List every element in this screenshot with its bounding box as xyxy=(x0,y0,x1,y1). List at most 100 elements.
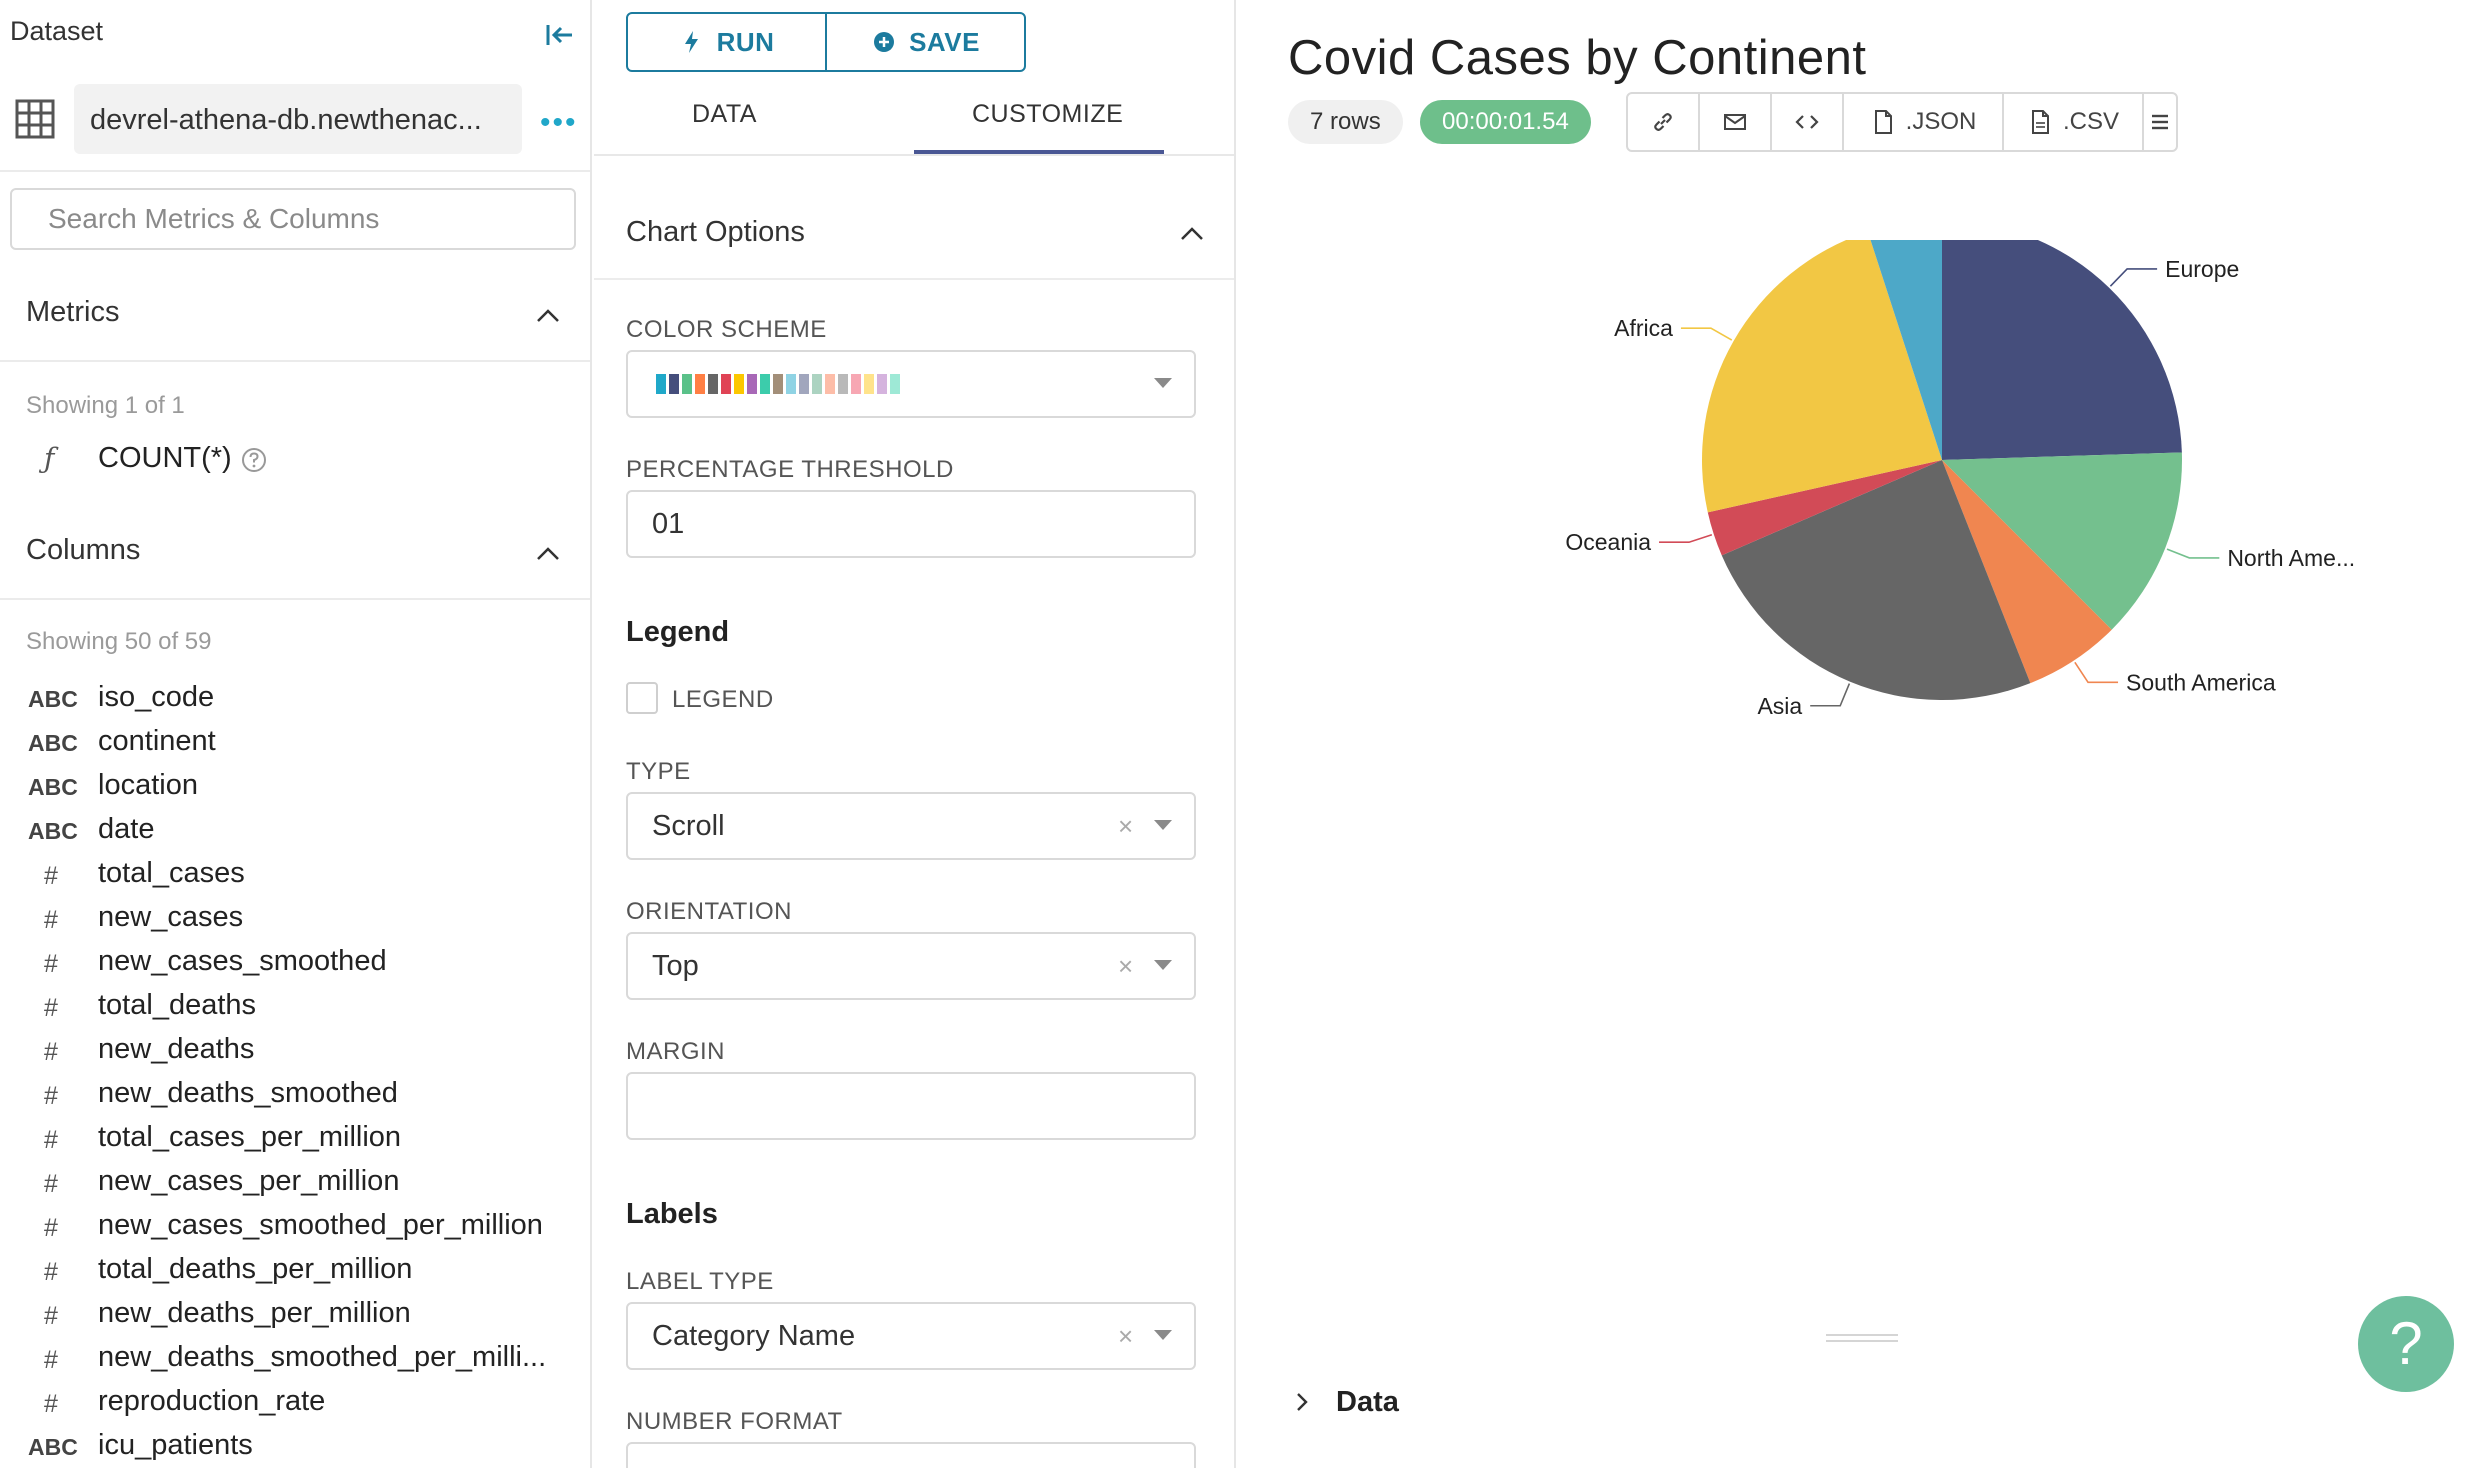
export-json-button[interactable]: .JSON xyxy=(1844,94,2004,150)
legend-type-select[interactable]: Scroll × xyxy=(626,792,1196,860)
column-name: new_deaths_per_million xyxy=(98,1297,411,1329)
numeric-type-icon: # xyxy=(44,1346,58,1374)
chart-panel: Covid Cases by Continent 7 rows 00:00:01… xyxy=(1238,0,2474,1468)
column-item[interactable]: # new_cases xyxy=(0,896,590,940)
column-item[interactable]: # new_deaths_smoothed xyxy=(0,1072,590,1116)
pie-slice[interactable] xyxy=(1721,460,2031,700)
column-item[interactable]: # new_deaths_smoothed_per_milli... xyxy=(0,1336,590,1380)
legend-margin-input[interactable] xyxy=(626,1072,1196,1140)
string-type-icon: ABC xyxy=(28,730,78,756)
dropdown-arrow-icon xyxy=(1154,960,1172,970)
collapse-panel-icon[interactable] xyxy=(542,18,576,52)
numeric-type-icon: # xyxy=(44,950,58,978)
columns-section-label: Columns xyxy=(26,534,141,566)
chevron-up-icon[interactable] xyxy=(1174,216,1210,252)
column-item[interactable]: ABC icu_patients xyxy=(0,1424,590,1468)
share-email-button[interactable] xyxy=(1700,94,1772,150)
column-item[interactable]: # total_cases_per_million xyxy=(0,1116,590,1160)
clear-icon[interactable]: × xyxy=(1118,811,1134,841)
column-item[interactable]: # total_cases xyxy=(0,852,590,896)
legend-checkbox[interactable] xyxy=(626,682,658,714)
pie-slice[interactable] xyxy=(1942,240,2182,460)
copy-link-button[interactable] xyxy=(1628,94,1700,150)
margin-label: MARGIN xyxy=(626,1038,725,1065)
dataset-panel: Dataset devrel-athena-db.newthenac... ••… xyxy=(0,0,592,1468)
column-item[interactable]: # total_deaths xyxy=(0,984,590,1028)
tab-data[interactable]: DATA xyxy=(692,100,757,128)
help-button[interactable]: ? xyxy=(2358,1296,2454,1392)
column-item[interactable]: ABC date xyxy=(0,808,590,852)
pie-slice[interactable] xyxy=(1942,460,2112,684)
columns-section-header[interactable]: Columns xyxy=(0,522,590,582)
run-button-label: RUN xyxy=(716,26,775,57)
more-menu-button[interactable] xyxy=(2144,94,2176,150)
lightning-icon xyxy=(684,31,698,53)
column-item[interactable]: # total_deaths_per_million xyxy=(0,1248,590,1292)
color-swatch xyxy=(864,374,874,394)
column-item[interactable]: # new_deaths_per_million xyxy=(0,1292,590,1336)
orientation-label: ORIENTATION xyxy=(626,898,792,925)
column-item[interactable]: # new_deaths xyxy=(0,1028,590,1072)
metric-item[interactable]: ƒ COUNT(*) xyxy=(0,438,590,482)
pie-slice[interactable] xyxy=(1942,452,2182,630)
metrics-section-header[interactable]: Metrics xyxy=(0,284,590,344)
pie-slice[interactable] xyxy=(1702,240,1942,513)
search-metrics-columns-input[interactable]: Search Metrics & Columns xyxy=(10,188,576,250)
save-button[interactable]: SAVE xyxy=(825,14,1024,70)
code-icon xyxy=(1795,115,1819,129)
column-item[interactable]: ABC continent xyxy=(0,720,590,764)
pie-slice-label: South America xyxy=(2126,669,2276,695)
pie-chart: Europe North Ame... South America Asia Ocean… xyxy=(1565,240,2355,719)
chart-options-header[interactable]: Chart Options xyxy=(594,196,1234,280)
legend-orientation-select[interactable]: Top × xyxy=(626,932,1196,1000)
column-item[interactable]: ABC iso_code xyxy=(0,676,590,720)
chevron-up-icon[interactable] xyxy=(530,298,566,334)
percentage-threshold-value: 01 xyxy=(652,508,685,540)
columns-count: Showing 50 of 59 xyxy=(26,628,212,655)
chart-title[interactable]: Covid Cases by Continent xyxy=(1288,31,1867,85)
export-csv-button[interactable]: .CSV xyxy=(2004,94,2144,150)
column-item[interactable]: # new_cases_per_million xyxy=(0,1160,590,1204)
dataset-selector[interactable]: devrel-athena-db.newthenac... ••• xyxy=(0,84,590,156)
pie-label-leader xyxy=(1680,327,1733,341)
percentage-threshold-input[interactable]: 01 xyxy=(626,490,1196,558)
dataset-name[interactable]: devrel-athena-db.newthenac... xyxy=(74,84,522,154)
tab-customize[interactable]: CUSTOMIZE xyxy=(972,100,1124,128)
column-name: total_deaths xyxy=(98,989,257,1021)
number-format-select[interactable] xyxy=(626,1442,1196,1468)
label-type-select[interactable]: Category Name × xyxy=(626,1302,1196,1370)
color-swatch xyxy=(669,374,679,394)
pie-slice-label: Oceania xyxy=(1565,529,1651,555)
clear-icon[interactable]: × xyxy=(1118,951,1134,981)
column-item[interactable]: ABC location xyxy=(0,764,590,808)
export-csv-label: .CSV xyxy=(2062,108,2119,135)
column-name: new_cases xyxy=(98,901,244,933)
more-options-icon[interactable]: ••• xyxy=(540,106,578,139)
column-item[interactable]: # new_cases_smoothed_per_million xyxy=(0,1204,590,1248)
embed-code-button[interactable] xyxy=(1772,94,1844,150)
label-type-label: LABEL TYPE xyxy=(626,1268,774,1295)
color-scheme-label: COLOR SCHEME xyxy=(626,316,827,343)
data-section-toggle[interactable]: Data xyxy=(1288,1384,1588,1424)
column-item[interactable]: # reproduction_rate xyxy=(0,1380,590,1424)
column-name: icu_patients xyxy=(98,1429,253,1461)
column-item[interactable]: # new_cases_smoothed xyxy=(0,940,590,984)
pie-slice[interactable] xyxy=(1707,460,1942,556)
type-label: TYPE xyxy=(626,758,691,785)
resize-drag-handle[interactable] xyxy=(1826,1334,1898,1342)
chart-actions-toolbar: .JSON .CSV xyxy=(1626,92,2178,152)
metrics-section-label: Metrics xyxy=(26,296,120,328)
question-circle-icon[interactable] xyxy=(240,446,268,474)
color-scheme-select[interactable] xyxy=(626,350,1196,418)
color-swatch xyxy=(760,374,770,394)
numeric-type-icon: # xyxy=(44,1126,58,1154)
color-swatch xyxy=(825,374,835,394)
color-swatch xyxy=(734,374,744,394)
clear-icon[interactable]: × xyxy=(1118,1321,1134,1351)
color-swatch xyxy=(786,374,796,394)
chevron-up-icon[interactable] xyxy=(530,536,566,572)
legend-checkbox-label: LEGEND xyxy=(672,686,774,713)
data-section-label: Data xyxy=(1336,1386,1399,1418)
pie-label-leader xyxy=(2109,268,2158,287)
run-button[interactable]: RUN xyxy=(628,14,825,70)
